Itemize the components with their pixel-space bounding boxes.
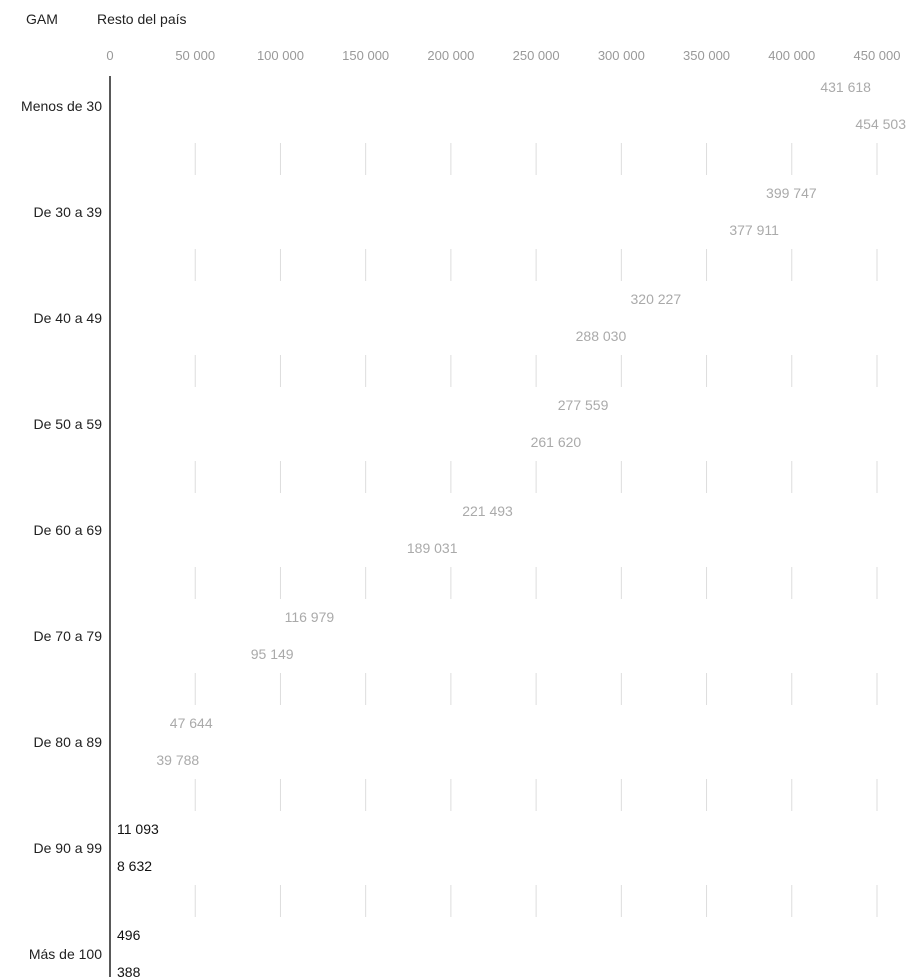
category-label: Más de 100 <box>29 946 102 962</box>
category-label: De 50 a 59 <box>34 416 103 432</box>
x-tick-label: 350 000 <box>683 48 730 63</box>
category-label: De 40 a 49 <box>34 310 103 326</box>
data-label: 39 788 <box>156 752 199 768</box>
data-label: 47 644 <box>170 715 213 731</box>
x-tick-label: 200 000 <box>427 48 474 63</box>
data-label: 431 618 <box>820 79 871 95</box>
x-tick-label: 400 000 <box>768 48 815 63</box>
x-tick-label: 250 000 <box>513 48 560 63</box>
x-tick-label: 50 000 <box>175 48 215 63</box>
data-label: 288 030 <box>576 328 627 344</box>
legend: GAM Resto del país <box>0 0 907 36</box>
x-tick-label: 0 <box>106 48 113 63</box>
data-label: 95 149 <box>251 646 294 662</box>
data-label: 399 747 <box>766 185 817 201</box>
data-label: 189 031 <box>407 540 458 556</box>
category-label: De 70 a 79 <box>34 628 103 644</box>
data-label: 388 <box>117 964 141 977</box>
category-label: De 30 a 39 <box>34 204 103 220</box>
data-label: 116 979 <box>285 609 335 625</box>
x-tick-label: 450 000 <box>854 48 901 63</box>
x-tick-label: 100 000 <box>257 48 304 63</box>
data-label: 221 493 <box>462 503 513 519</box>
category-label: De 90 a 99 <box>34 840 103 856</box>
category-label: Menos de 30 <box>21 98 102 114</box>
legend-item-resto-del-pais[interactable]: Resto del país <box>97 11 187 27</box>
data-label: 496 <box>117 927 141 943</box>
data-label: 261 620 <box>531 434 582 450</box>
data-label: 320 227 <box>631 291 682 307</box>
data-label: 8 632 <box>117 858 152 874</box>
x-tick-label: 300 000 <box>598 48 645 63</box>
category-label: De 60 a 69 <box>34 522 103 538</box>
category-label: De 80 a 89 <box>34 734 103 750</box>
data-label: 11 093 <box>117 821 159 837</box>
data-label: 277 559 <box>558 397 609 413</box>
data-label: 454 503 <box>855 116 906 132</box>
legend-item-gam[interactable]: GAM <box>26 11 58 27</box>
data-label: 377 911 <box>729 222 779 238</box>
x-tick-label: 150 000 <box>342 48 389 63</box>
